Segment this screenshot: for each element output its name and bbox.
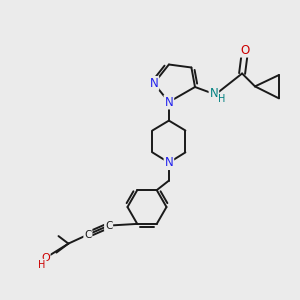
Text: C: C (105, 220, 112, 231)
Text: N: N (209, 87, 218, 100)
Text: N: N (164, 95, 173, 109)
Text: N: N (149, 77, 158, 90)
Text: O: O (241, 44, 250, 57)
Text: H: H (38, 260, 46, 270)
Text: H: H (218, 94, 226, 104)
Text: O: O (41, 253, 50, 263)
Text: C: C (84, 230, 92, 240)
Text: N: N (164, 156, 173, 169)
